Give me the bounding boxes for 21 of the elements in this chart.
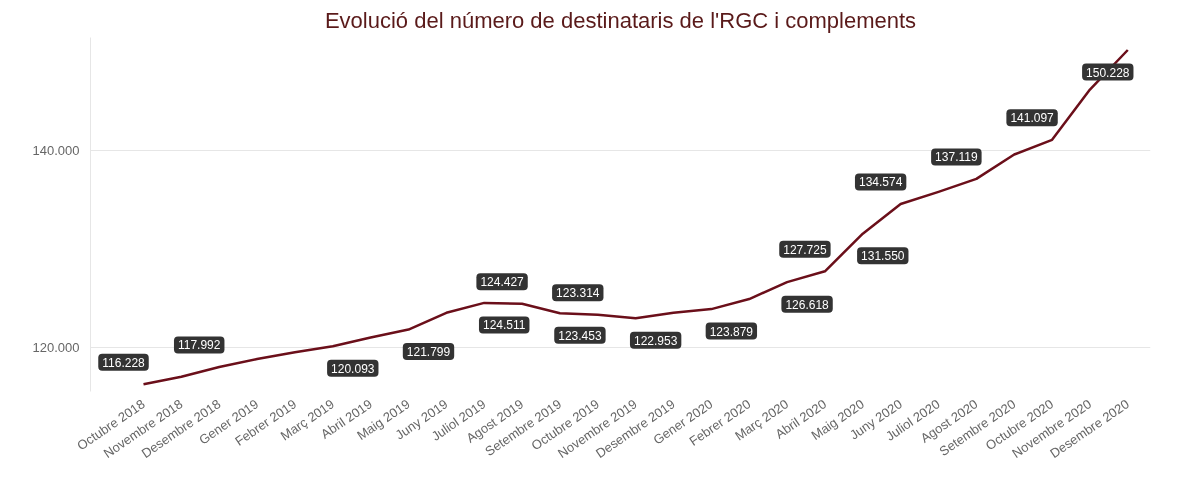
data-label: 123.314 [556, 286, 600, 301]
data-label: 150.228 [1086, 65, 1130, 80]
data-label: 120.093 [331, 361, 375, 376]
y-tick-label: 120.000 [32, 339, 80, 355]
data-label: 117.992 [177, 338, 221, 353]
data-label: 134.574 [858, 175, 903, 190]
data-label: 137.119 [935, 150, 978, 165]
line-series [142, 48, 1130, 386]
data-label: 123.879 [709, 324, 754, 339]
data-label: 116.228 [102, 355, 146, 370]
data-label: 123.453 [558, 328, 602, 343]
y-tick-label: 140.000 [32, 143, 80, 159]
data-label: 124.511 [482, 318, 526, 333]
data-label: 127.725 [783, 242, 827, 257]
data-label: 122.953 [633, 333, 678, 348]
data-label: 124.427 [480, 275, 525, 290]
chart-title: Evolució del número de destinataris de l'RGC i complements [324, 7, 917, 33]
data-label: 121.799 [406, 345, 451, 360]
data-label: 126.618 [785, 297, 830, 312]
data-label: 131.550 [861, 249, 905, 264]
data-label: 141.097 [1010, 111, 1055, 126]
